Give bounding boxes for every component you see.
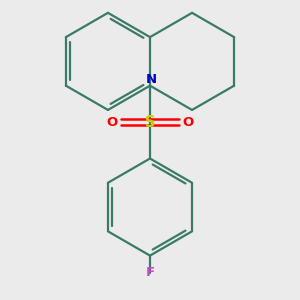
Text: F: F xyxy=(146,266,154,279)
Text: O: O xyxy=(106,116,118,129)
Text: O: O xyxy=(182,116,194,129)
Text: N: N xyxy=(146,73,157,86)
Text: S: S xyxy=(145,115,155,130)
